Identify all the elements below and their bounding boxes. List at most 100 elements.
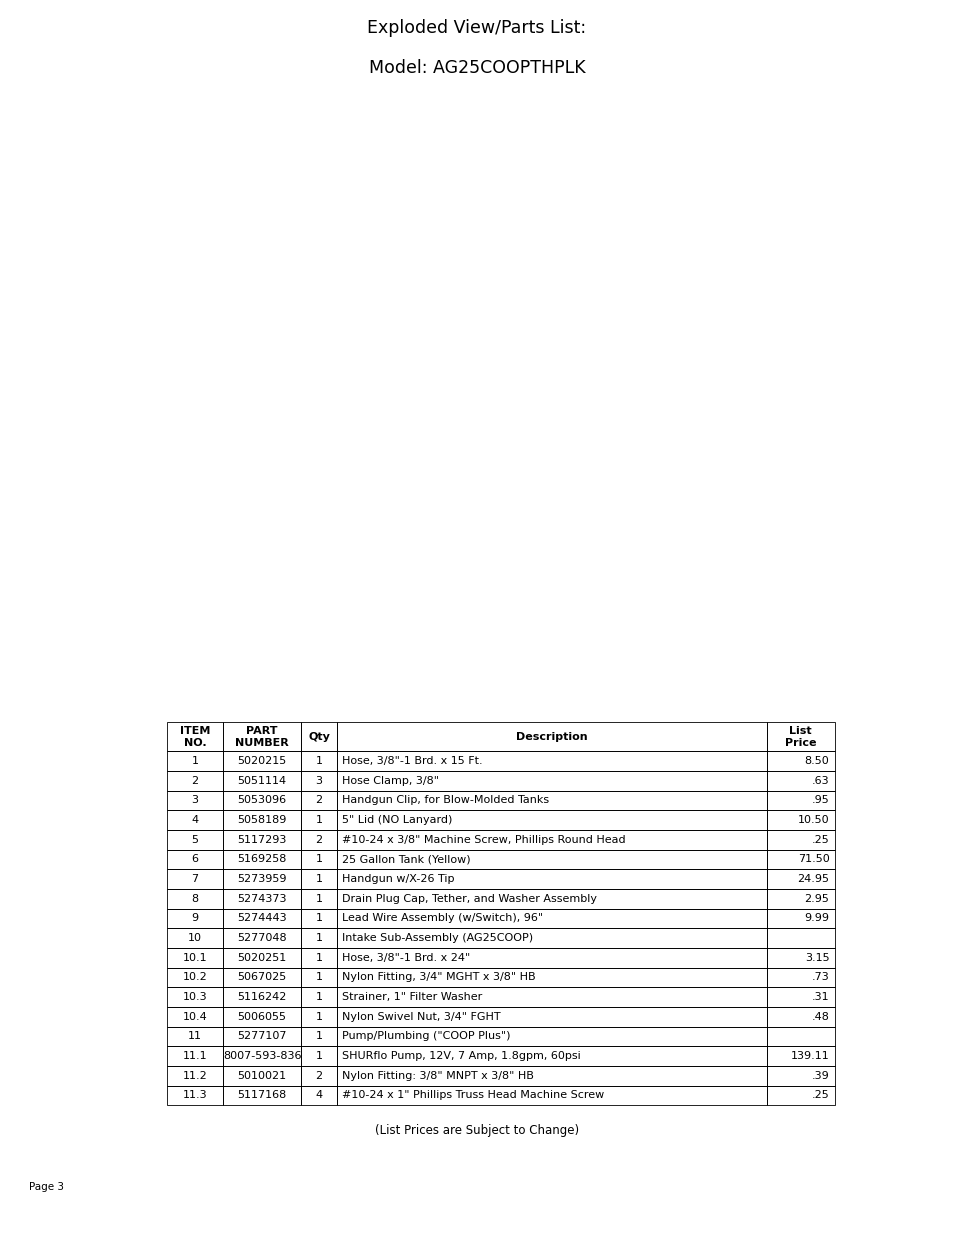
Text: 9.99: 9.99 <box>803 914 828 924</box>
Text: 1: 1 <box>315 874 322 884</box>
Bar <box>223 771 301 790</box>
Bar <box>167 790 223 810</box>
Text: 11.3: 11.3 <box>182 1091 207 1100</box>
Text: 5117293: 5117293 <box>237 835 287 845</box>
Bar <box>223 909 301 929</box>
Text: 2.95: 2.95 <box>803 894 828 904</box>
Text: 7: 7 <box>192 874 198 884</box>
Bar <box>167 850 223 869</box>
Text: 1: 1 <box>315 894 322 904</box>
Text: 5053096: 5053096 <box>237 795 286 805</box>
Text: 11: 11 <box>188 1031 202 1041</box>
Bar <box>167 987 223 1007</box>
Text: 5020251: 5020251 <box>237 952 287 963</box>
Bar <box>301 869 336 889</box>
Text: 11.1: 11.1 <box>182 1051 207 1061</box>
Text: 3: 3 <box>315 776 322 785</box>
Bar <box>765 722 834 751</box>
Text: Model: AG25COOPTHPLK: Model: AG25COOPTHPLK <box>368 59 585 78</box>
Bar <box>301 722 336 751</box>
Text: Qty: Qty <box>308 732 330 742</box>
Bar <box>336 790 765 810</box>
Bar <box>301 1086 336 1105</box>
Text: 1: 1 <box>192 756 198 766</box>
Bar <box>167 948 223 967</box>
Text: 11.2: 11.2 <box>182 1071 207 1081</box>
Text: 5277107: 5277107 <box>237 1031 287 1041</box>
Text: List
Price: List Price <box>784 726 816 747</box>
Text: 1: 1 <box>315 934 322 944</box>
Bar <box>301 1026 336 1046</box>
Text: 10: 10 <box>188 934 202 944</box>
Bar <box>336 869 765 889</box>
Bar <box>765 1066 834 1086</box>
Bar <box>336 830 765 850</box>
Bar <box>301 967 336 987</box>
Text: 10.4: 10.4 <box>182 1011 207 1021</box>
Bar <box>765 1026 834 1046</box>
Bar <box>167 1066 223 1086</box>
Text: 25 Gallon Tank (Yellow): 25 Gallon Tank (Yellow) <box>342 855 470 864</box>
Text: Page 3: Page 3 <box>29 1182 64 1193</box>
Text: 24.95: 24.95 <box>797 874 828 884</box>
Text: Hose Clamp, 3/8": Hose Clamp, 3/8" <box>342 776 438 785</box>
Text: 1: 1 <box>315 952 322 963</box>
Bar <box>167 1007 223 1026</box>
Text: 5010021: 5010021 <box>237 1071 286 1081</box>
Text: 1: 1 <box>315 914 322 924</box>
Bar <box>167 889 223 909</box>
Bar <box>336 850 765 869</box>
Text: 1: 1 <box>315 992 322 1002</box>
Bar <box>167 967 223 987</box>
Text: 5274443: 5274443 <box>237 914 287 924</box>
Text: 9: 9 <box>192 914 198 924</box>
Text: (List Prices are Subject to Change): (List Prices are Subject to Change) <box>375 1124 578 1136</box>
Text: 5116242: 5116242 <box>237 992 287 1002</box>
Bar <box>167 771 223 790</box>
Text: 3: 3 <box>192 795 198 805</box>
Bar <box>336 987 765 1007</box>
Bar <box>223 987 301 1007</box>
Text: 3.15: 3.15 <box>804 952 828 963</box>
Text: Nylon Fitting: 3/8" MNPT x 3/8" HB: Nylon Fitting: 3/8" MNPT x 3/8" HB <box>342 1071 534 1081</box>
Bar <box>223 850 301 869</box>
Bar <box>765 1007 834 1026</box>
Text: 139.11: 139.11 <box>790 1051 828 1061</box>
Bar <box>336 771 765 790</box>
Bar <box>336 909 765 929</box>
Bar <box>336 1046 765 1066</box>
Bar <box>223 722 301 751</box>
Bar <box>167 909 223 929</box>
Bar <box>301 1007 336 1026</box>
Text: Nylon Fitting, 3/4" MGHT x 3/8" HB: Nylon Fitting, 3/4" MGHT x 3/8" HB <box>342 972 536 982</box>
Bar <box>223 948 301 967</box>
Text: 5: 5 <box>192 835 198 845</box>
Bar <box>336 810 765 830</box>
Bar <box>301 771 336 790</box>
Text: .48: .48 <box>811 1011 828 1021</box>
Text: 1: 1 <box>315 756 322 766</box>
Bar <box>223 1086 301 1105</box>
Bar <box>301 1046 336 1066</box>
Text: Nylon Swivel Nut, 3/4" FGHT: Nylon Swivel Nut, 3/4" FGHT <box>342 1011 500 1021</box>
Bar <box>336 967 765 987</box>
Text: .73: .73 <box>811 972 828 982</box>
Text: 4: 4 <box>192 815 198 825</box>
Text: Exploded View/Parts List:: Exploded View/Parts List: <box>367 19 586 37</box>
Bar <box>765 987 834 1007</box>
Text: Pump/Plumbing ("COOP Plus"): Pump/Plumbing ("COOP Plus") <box>342 1031 510 1041</box>
Text: #10-24 x 3/8" Machine Screw, Phillips Round Head: #10-24 x 3/8" Machine Screw, Phillips Ro… <box>342 835 625 845</box>
Text: 10.3: 10.3 <box>182 992 207 1002</box>
Text: Intake Sub-Assembly (AG25COOP): Intake Sub-Assembly (AG25COOP) <box>342 934 533 944</box>
Bar <box>336 751 765 771</box>
Text: Lead Wire Assembly (w/Switch), 96": Lead Wire Assembly (w/Switch), 96" <box>342 914 542 924</box>
Bar <box>167 1086 223 1105</box>
Text: 5051114: 5051114 <box>237 776 286 785</box>
Bar <box>765 751 834 771</box>
Bar <box>301 987 336 1007</box>
Bar <box>336 1026 765 1046</box>
Text: .25: .25 <box>811 835 828 845</box>
Bar <box>167 830 223 850</box>
Text: 4: 4 <box>315 1091 322 1100</box>
Bar <box>167 722 223 751</box>
